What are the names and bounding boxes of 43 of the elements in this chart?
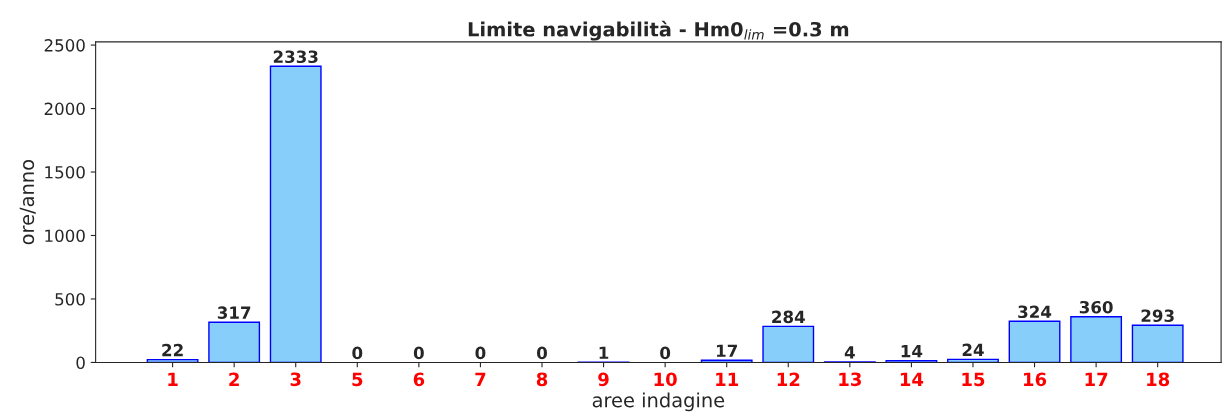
data-label: 1 — [599, 346, 609, 359]
x-tick-label: 5 — [352, 372, 363, 387]
x-tick-label: 10 — [654, 372, 677, 387]
x-tick-label: 17 — [1085, 372, 1108, 386]
data-label: 0 — [413, 346, 424, 360]
x-tick-label: 9 — [598, 372, 609, 387]
data-label: 14 — [901, 345, 923, 358]
data-label: 0 — [475, 346, 486, 360]
x-tick-label: 14 — [900, 372, 924, 386]
x-tick-label: 13 — [839, 372, 861, 387]
y-tick-label: 2500 — [44, 39, 85, 52]
data-label: 17 — [716, 344, 737, 357]
x-tick-label: 18 — [1147, 372, 1170, 387]
data-label: 0 — [352, 346, 363, 360]
x-tick-label: 1 — [168, 372, 178, 386]
data-label: 22 — [162, 343, 183, 357]
data-label: 293 — [1141, 309, 1174, 323]
y-tick-label: 2000 — [44, 102, 85, 116]
y-tick-label: 500 — [55, 292, 85, 306]
data-label: 284 — [772, 310, 805, 324]
x-tick-label: 15 — [962, 372, 985, 387]
x-tick-label: 6 — [413, 372, 425, 387]
data-label: 317 — [217, 306, 251, 319]
data-label: 324 — [1018, 305, 1052, 319]
x-tick-label: 16 — [1024, 372, 1047, 387]
chart-title: Limite navigabilità - Hm0$_{lim}$ =0.3 m — [468, 20, 849, 41]
x-tick-label: 12 — [777, 372, 800, 386]
y-axis-title: ore/anno — [19, 160, 36, 245]
y-tick-label: 0 — [76, 356, 85, 369]
x-axis-title: aree indagine — [592, 392, 725, 412]
data-label: 24 — [962, 343, 984, 356]
data-label: 2333 — [273, 50, 318, 64]
y-tick-label: 1000 — [45, 229, 85, 243]
data-label: 360 — [1079, 300, 1113, 314]
y-tick-label: 1500 — [45, 165, 85, 179]
x-tick-label: 11 — [716, 372, 739, 386]
x-tick-label: 2 — [229, 372, 239, 386]
data-label: 0 — [660, 346, 671, 360]
x-tick-label: 3 — [290, 372, 301, 387]
data-label: 0 — [537, 346, 547, 360]
x-tick-label: 7 — [475, 372, 486, 386]
x-tick-label: 8 — [536, 372, 548, 387]
data-label: 4 — [844, 346, 855, 359]
